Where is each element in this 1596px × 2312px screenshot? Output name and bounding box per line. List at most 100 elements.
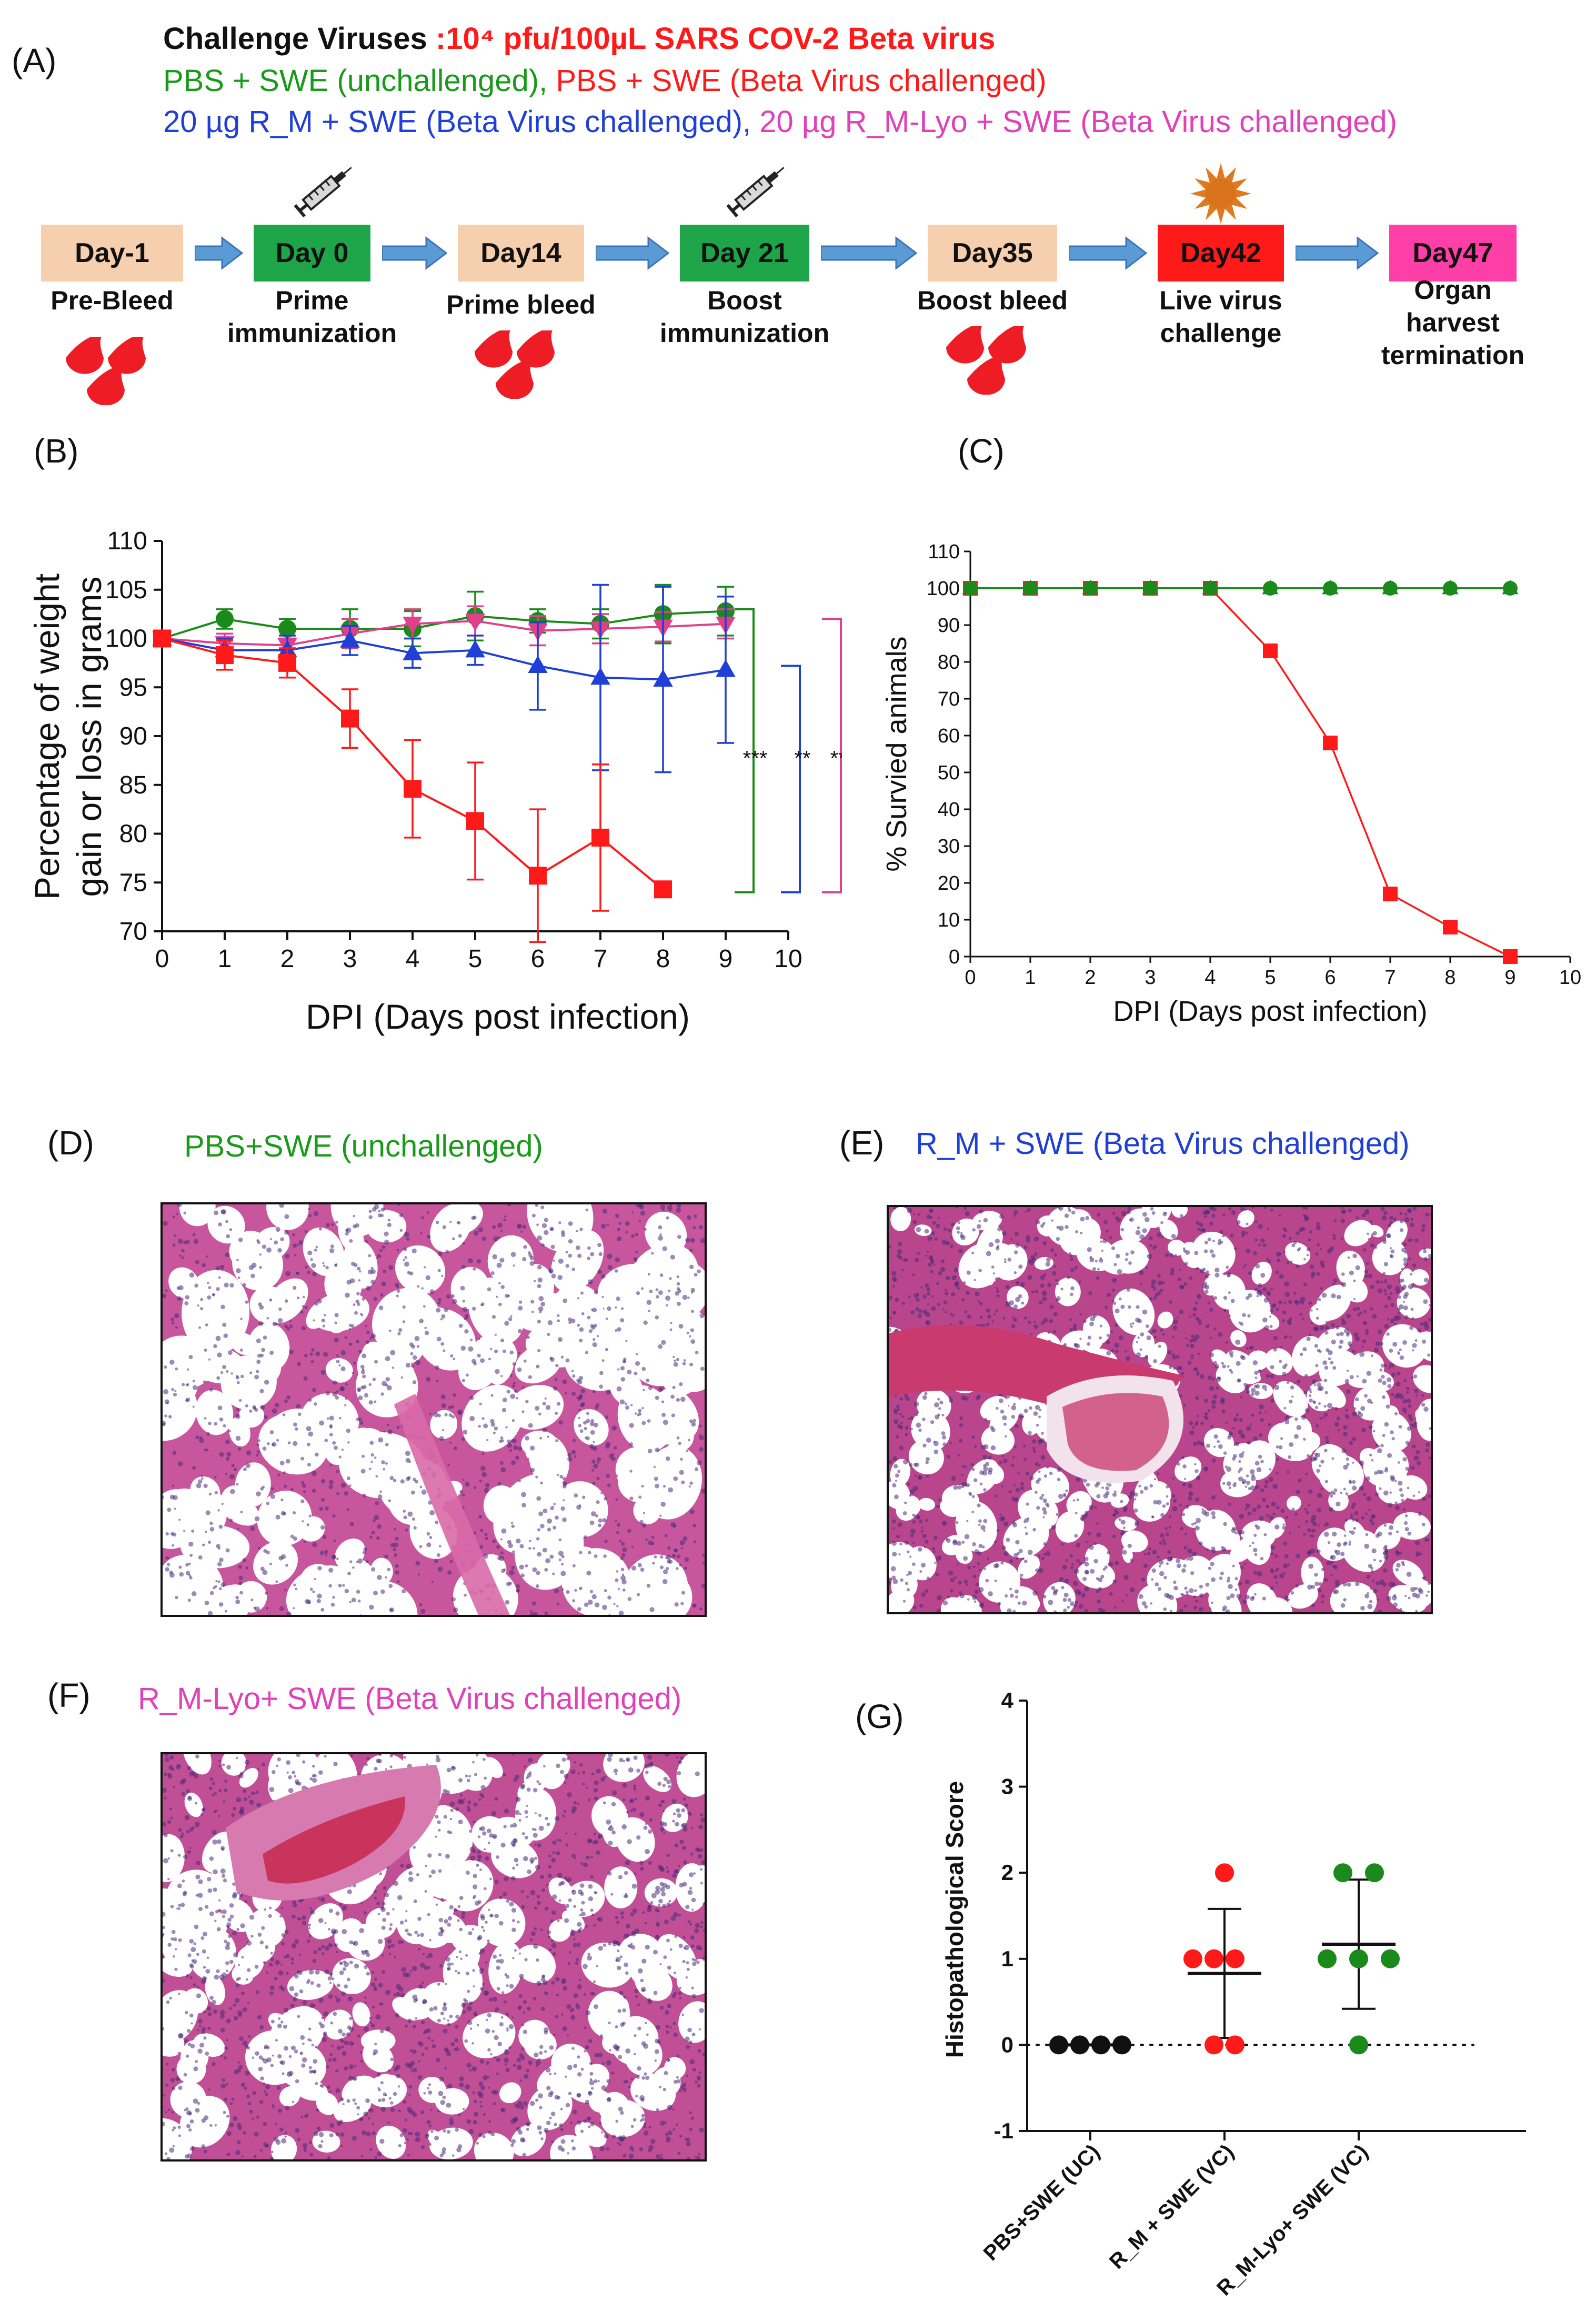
air-space [579,1331,611,1369]
nucleus [171,1321,175,1325]
nucleus [1211,1495,1216,1500]
nucleus [1390,1475,1395,1480]
nucleus [1182,1482,1187,1486]
nucleus [1075,1230,1078,1233]
nucleus [1371,1570,1374,1573]
nucleus [1167,1550,1171,1554]
nucleus [1256,1525,1260,1530]
nucleus [468,1258,473,1263]
nucleus [503,1568,506,1571]
nucleus [967,1565,971,1570]
nucleus [674,1602,679,1607]
nucleus [942,1442,947,1446]
nucleus [1384,1293,1387,1296]
y-axis-title: Percentage of weightgain or loss in gram… [27,574,108,900]
nucleus [943,1300,948,1304]
nucleus [957,1286,960,1290]
nucleus [1164,1211,1167,1214]
nucleus [634,1412,637,1415]
nucleus [424,1326,427,1329]
air-space [525,1434,564,1472]
nucleus [1126,1594,1128,1597]
air-space [1374,1523,1401,1550]
nucleus [1194,1251,1199,1255]
nucleus [406,1476,410,1481]
nucleus [1117,1269,1122,1274]
nucleus [505,1293,509,1298]
nucleus [900,1578,904,1582]
nucleus [627,1370,632,1375]
nucleus [324,1314,326,1316]
nucleus [902,1511,907,1515]
nucleus [605,1444,610,1449]
nucleus [1160,1513,1165,1517]
data-point [590,667,610,685]
nucleus [404,1256,407,1259]
nucleus [1364,1274,1368,1278]
nucleus [521,1492,526,1497]
nucleus [1074,1266,1078,1270]
nucleus [220,1371,224,1374]
nucleus [363,1547,367,1552]
nucleus [952,1539,957,1544]
nucleus [256,1239,259,1242]
nucleus [521,1410,525,1413]
nucleus [603,1554,607,1558]
nucleus [413,1355,417,1360]
nucleus [536,1223,539,1227]
nucleus [1196,1221,1200,1225]
nucleus [1412,1349,1414,1352]
nucleus [936,1223,940,1228]
nucleus [229,1474,235,1480]
nucleus [1061,1543,1064,1546]
nucleus [1004,1435,1007,1438]
nucleus [380,1213,384,1218]
nucleus [939,1400,943,1404]
nucleus [440,1318,443,1321]
nucleus [1362,1493,1366,1496]
nucleus [959,1416,963,1420]
nucleus [501,1528,507,1534]
nucleus [1262,1287,1267,1292]
nucleus [1321,1292,1327,1298]
nucleus [672,1385,676,1390]
nucleus [198,1326,202,1329]
nucleus [402,1305,406,1309]
nucleus [1223,1451,1227,1455]
nucleus [254,1606,260,1612]
air-space [325,1358,353,1383]
nucleus [183,1211,186,1215]
nucleus [1126,1288,1130,1292]
nucleus [966,1583,968,1586]
nucleus [1347,1370,1349,1372]
nucleus [1138,1484,1141,1487]
nucleus [1379,1560,1382,1563]
nucleus [1390,1303,1394,1307]
nucleus [217,1352,222,1358]
nucleus [505,1600,510,1605]
nucleus [617,1368,620,1371]
air-space [1273,1381,1308,1417]
nucleus [536,1571,540,1575]
nucleus [1317,1386,1322,1392]
nucleus [1402,1407,1407,1412]
nucleus [1035,1480,1040,1484]
nucleus [588,1551,591,1555]
nucleus [459,2076,464,2082]
nucleus [631,1545,634,1548]
nucleus [514,1810,520,1815]
nucleus [597,1457,601,1462]
nucleus [480,1529,484,1532]
nucleus [901,1269,904,1272]
nucleus [959,1423,963,1428]
nucleus [256,1491,261,1496]
nucleus [1058,1494,1063,1499]
nucleus [951,1292,956,1297]
x-tick-label: 0 [965,967,976,989]
nucleus [1160,1533,1165,1538]
nucleus [1352,1411,1358,1417]
nucleus [1387,1318,1389,1321]
nucleus [672,2128,676,2131]
nucleus [339,1416,342,1420]
nucleus [1340,1237,1343,1240]
